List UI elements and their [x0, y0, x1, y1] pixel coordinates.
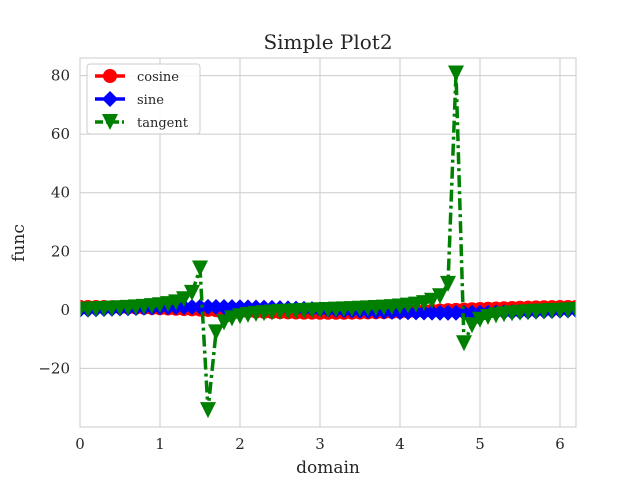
- x-tick-label: 1: [155, 435, 165, 453]
- y-tick-label: 80: [51, 67, 70, 85]
- tangent-point: [464, 317, 480, 334]
- legend-item-cosine: cosine: [95, 69, 179, 85]
- tangent-point: [568, 302, 576, 319]
- chart-title: Simple Plot2: [263, 30, 392, 54]
- legend: cosine sine tangent: [86, 63, 201, 135]
- tangent-point: [448, 65, 464, 82]
- legend-marker: [102, 114, 118, 130]
- y-tick-label: −20: [38, 359, 70, 377]
- legend-marker: [102, 91, 118, 107]
- tangent-point: [200, 402, 216, 419]
- tangent-point: [456, 335, 472, 352]
- legend-label: sine: [137, 93, 164, 108]
- x-tick-label: 0: [75, 435, 85, 453]
- y-axis-label: func: [9, 224, 29, 262]
- legend-marker: [103, 69, 117, 83]
- y-tick-label: 20: [51, 242, 70, 260]
- legend-item-sine: sine: [95, 91, 164, 108]
- tangent-point: [184, 284, 200, 301]
- x-tick-label: 5: [475, 435, 485, 453]
- x-tick-label: 6: [555, 435, 565, 453]
- tangent-point: [192, 260, 208, 277]
- x-axis-label: domain: [296, 458, 360, 478]
- series-tangent: [80, 65, 576, 419]
- x-tick-label: 4: [395, 435, 405, 453]
- legend-item-tangent: tangent: [95, 114, 189, 131]
- tangent-point: [432, 288, 448, 305]
- y-tick-label: 40: [51, 184, 70, 202]
- tangent-point: [208, 324, 224, 341]
- x-tick-label: 2: [235, 435, 245, 453]
- plot-frame: [79, 57, 577, 428]
- x-tick-labels: 0 1 2 3 4 5 6: [75, 435, 565, 453]
- y-tick-label: 0: [60, 301, 70, 319]
- tangent-point: [424, 292, 440, 309]
- y-tick-labels: −20 0 20 40 60 80: [38, 67, 70, 378]
- y-tick-label: 60: [51, 125, 70, 143]
- x-tick-label: 3: [315, 435, 325, 453]
- legend-label: cosine: [137, 70, 179, 85]
- series-layer: [80, 65, 576, 419]
- tangent-point: [176, 291, 192, 308]
- tangent-point: [440, 275, 456, 292]
- legend-label: tangent: [137, 116, 189, 131]
